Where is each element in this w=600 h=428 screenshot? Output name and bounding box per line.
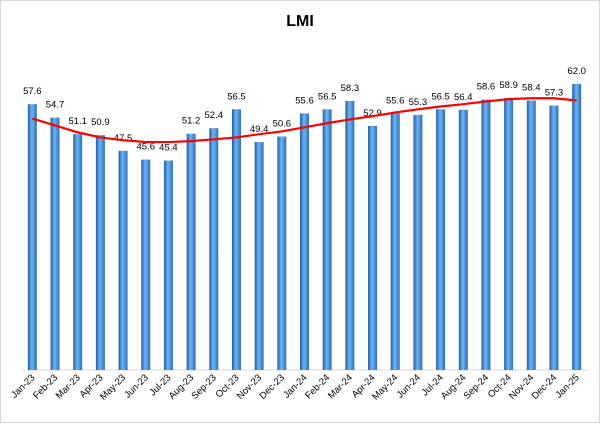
bar [436, 109, 446, 371]
data-label: 50.9 [91, 117, 110, 128]
data-label: 45.4 [159, 143, 178, 154]
bar [549, 105, 559, 370]
bar [458, 109, 468, 371]
bar [413, 114, 423, 370]
trendline [32, 97, 577, 144]
data-label: 56.5 [227, 91, 246, 102]
bar [390, 113, 400, 371]
bar [118, 150, 128, 370]
data-label: 55.3 [409, 97, 428, 108]
data-label: 51.2 [182, 116, 201, 127]
bar [73, 134, 83, 370]
data-label: 58.9 [499, 80, 518, 91]
data-label: 45.6 [136, 142, 155, 153]
bar [186, 133, 196, 370]
bar [231, 109, 241, 371]
chart-title: LMI [286, 13, 314, 30]
bar [504, 98, 514, 371]
data-label: 58.3 [341, 83, 360, 94]
data-label: 58.4 [522, 83, 541, 94]
data-label: 57.3 [545, 88, 564, 99]
data-label: 58.6 [477, 82, 496, 93]
bar [277, 136, 287, 370]
bar [300, 113, 309, 371]
data-label: 54.7 [46, 100, 65, 111]
data-label: 62.0 [567, 66, 586, 77]
data-label: 52.9 [363, 108, 382, 119]
data-label: 50.6 [273, 119, 292, 130]
bar [481, 99, 491, 371]
bar [322, 109, 332, 371]
data-label: 56.5 [431, 91, 450, 102]
data-label: 51.1 [68, 116, 87, 127]
bar [368, 125, 378, 370]
bar [526, 100, 536, 371]
data-label: 55.6 [295, 95, 314, 106]
bar [50, 117, 60, 370]
bar [27, 104, 37, 371]
data-label: 52.4 [205, 110, 224, 121]
data-label: 55.6 [386, 95, 405, 106]
bar [345, 100, 355, 370]
bar [572, 83, 582, 371]
bar [95, 135, 105, 370]
bar [141, 159, 151, 370]
data-label: 56.5 [318, 91, 337, 102]
data-label: 57.6 [23, 86, 42, 97]
bar [209, 128, 219, 370]
data-label: 56.4 [454, 92, 473, 103]
data-label: 47.5 [114, 133, 133, 144]
bar [163, 160, 173, 370]
bar [254, 142, 264, 370]
data-label: 49.4 [250, 124, 269, 135]
